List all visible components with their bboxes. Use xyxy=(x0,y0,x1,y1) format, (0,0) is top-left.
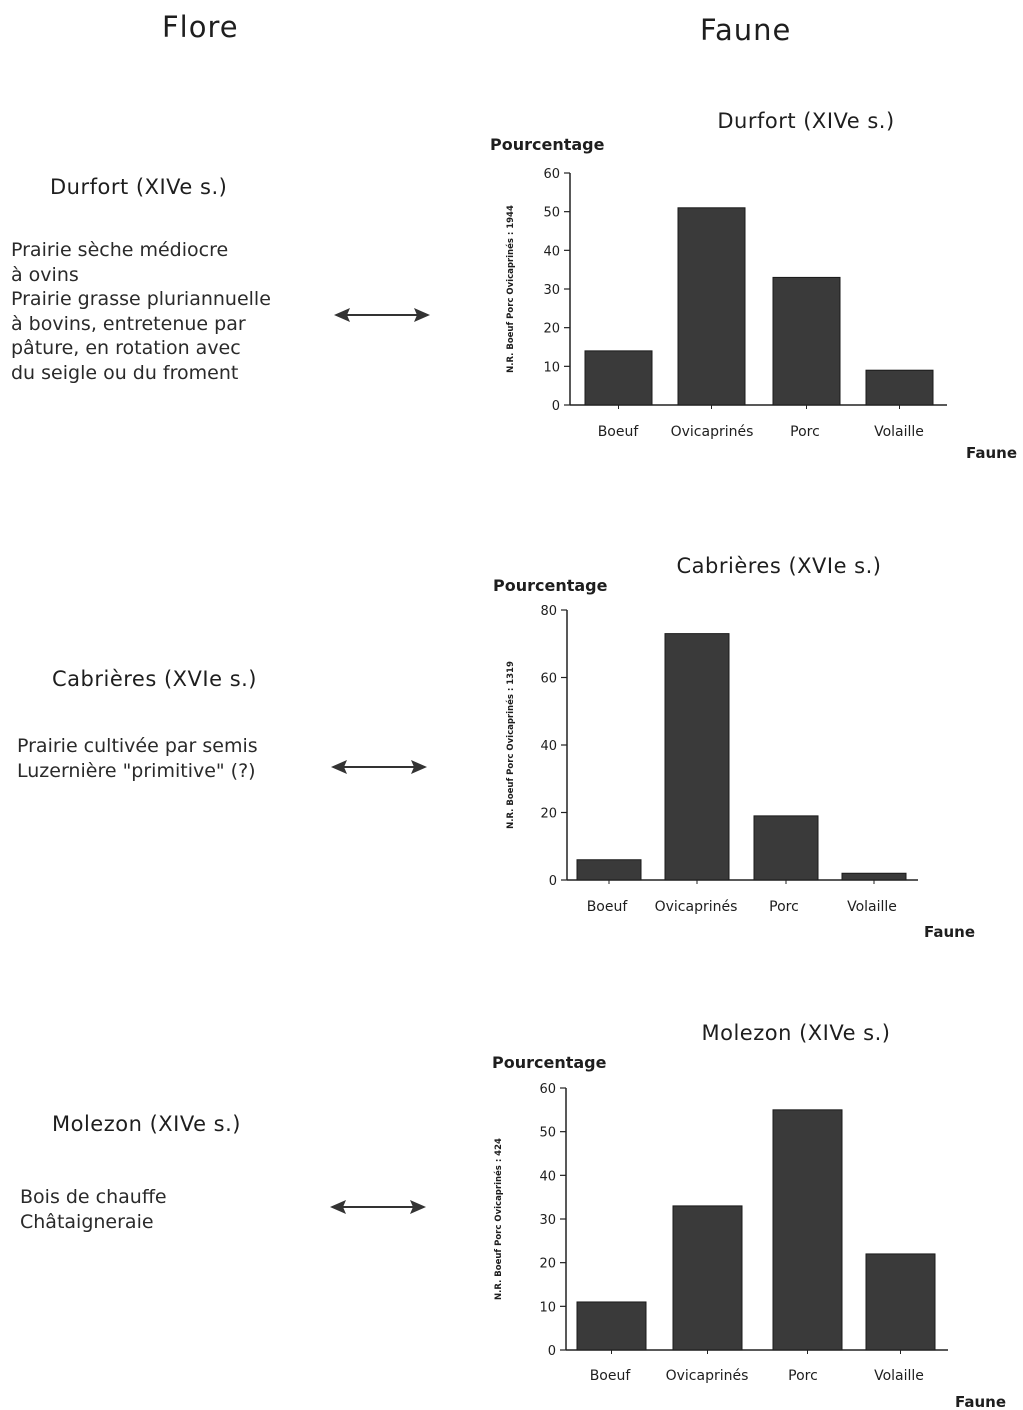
chart-title: Cabrières (XVIe s.) xyxy=(676,554,881,578)
bar-volaille xyxy=(841,872,907,881)
double-arrow-icon xyxy=(331,760,427,774)
bar-boeuf xyxy=(576,1301,647,1351)
x-axis-label: Faune xyxy=(966,444,1017,462)
x-tick-label: Volaille xyxy=(847,899,897,915)
flore-line: du seigle ou du froment xyxy=(11,361,239,384)
bar-volaille xyxy=(865,1253,936,1351)
side-count-label: N.R. Boeuf Porc Ovicaprinés : 424 xyxy=(493,1138,504,1300)
y-tick-label: 30 xyxy=(543,283,560,298)
site-title-cabrieres: Cabrières (XVIe s.) xyxy=(52,667,258,691)
bar-ovicaprinés xyxy=(664,633,730,881)
y-tick-label: 80 xyxy=(540,604,557,619)
y-tick-label: 0 xyxy=(548,1344,556,1359)
flore-line: Prairie grasse pluriannuelle xyxy=(11,288,271,310)
site-title-molezon: Molezon (XIVe s.) xyxy=(52,1112,241,1136)
y-tick-label: 50 xyxy=(543,206,560,221)
flore-description-molezon: Bois de chauffe Châtaigneraie xyxy=(20,1185,167,1234)
x-tick-label: Porc xyxy=(769,899,799,915)
flore-line: Prairie sèche médiocre xyxy=(11,239,229,261)
x-tick-label: Volaille xyxy=(874,1368,924,1384)
x-tick-label: Boeuf xyxy=(590,1368,632,1384)
x-tick-label: Boeuf xyxy=(598,424,640,440)
bar-ovicaprinés xyxy=(677,207,746,406)
bar-porc xyxy=(772,276,841,406)
y-tick-label: 60 xyxy=(543,167,560,182)
y-axis-label: Pourcentage xyxy=(490,135,605,154)
x-tick-label: Boeuf xyxy=(587,899,629,915)
chart-title: Molezon (XIVe s.) xyxy=(702,1021,891,1045)
x-axis-label: Faune xyxy=(924,923,975,941)
x-tick-label: Ovicaprinés xyxy=(666,1368,749,1384)
durfort-faune-chart: Durfort (XIVe s.) Pourcentage N.R. Boeuf P… xyxy=(490,109,1017,462)
y-tick-label: 50 xyxy=(539,1126,556,1141)
flore-line: Châtaigneraie xyxy=(20,1210,154,1233)
y-tick-label: 60 xyxy=(540,672,557,687)
bar-porc xyxy=(772,1109,843,1351)
double-arrow-icon xyxy=(330,1200,426,1214)
x-tick-label: Porc xyxy=(790,424,820,440)
flore-line: pâture, en rotation avec xyxy=(11,337,241,359)
x-tick-label: Ovicaprinés xyxy=(655,899,738,915)
molezon-faune-chart: Molezon (XIVe s.) Pourcentage N.R. Boeuf P… xyxy=(492,1021,1006,1410)
y-tick-label: 40 xyxy=(543,244,560,259)
double-arrow-icon xyxy=(334,308,430,322)
y-tick-label: 10 xyxy=(543,360,560,375)
chart-title: Durfort (XIVe s.) xyxy=(717,109,894,133)
bar-volaille xyxy=(865,369,934,406)
cabrieres-faune-chart: Cabrières (XVIe s.) Pourcentage N.R. Boeuf… xyxy=(493,554,975,941)
flore-line: à ovins xyxy=(11,263,79,286)
site-title-durfort: Durfort (XIVe s.) xyxy=(50,175,228,199)
y-tick-label: 40 xyxy=(540,739,557,754)
y-tick-label: 20 xyxy=(540,807,557,822)
flore-header: Flore xyxy=(162,10,239,44)
faune-header: Faune xyxy=(700,13,792,47)
y-tick-label: 0 xyxy=(552,399,560,414)
y-tick-label: 60 xyxy=(539,1082,556,1097)
bar-boeuf xyxy=(584,350,653,406)
bar-porc xyxy=(753,815,819,881)
flore-description-cabrieres: Prairie cultivée par semis Luzernière "p… xyxy=(17,734,258,783)
flore-line: à bovins, entretenue par xyxy=(11,312,246,335)
flore-line: Prairie cultivée par semis xyxy=(17,735,258,757)
x-tick-label: Volaille xyxy=(874,424,924,440)
side-count-label: N.R. Boeuf Porc Ovicaprinés : 1944 xyxy=(505,205,516,373)
y-tick-label: 20 xyxy=(543,322,560,337)
y-axis-label: Pourcentage xyxy=(492,1053,607,1072)
y-tick-label: 30 xyxy=(539,1213,556,1228)
y-tick-label: 20 xyxy=(539,1257,556,1272)
x-tick-label: Ovicaprinés xyxy=(671,424,754,440)
x-tick-label: Porc xyxy=(788,1368,818,1384)
y-tick-label: 0 xyxy=(549,874,557,889)
bar-ovicaprinés xyxy=(672,1205,743,1351)
y-axis-label: Pourcentage xyxy=(493,576,608,595)
flore-line: Luzernière "primitive" (?) xyxy=(17,759,256,782)
side-count-label: N.R. Boeuf Porc Ovicaprinés : 1319 xyxy=(505,661,516,829)
flore-description-durfort: Prairie sèche médiocre à ovins Prairie g… xyxy=(11,238,271,385)
flore-line: Bois de chauffe xyxy=(20,1186,167,1208)
bar-boeuf xyxy=(576,859,642,881)
x-axis-label: Faune xyxy=(955,1393,1006,1410)
y-tick-label: 10 xyxy=(539,1300,556,1315)
y-tick-label: 40 xyxy=(539,1169,556,1184)
